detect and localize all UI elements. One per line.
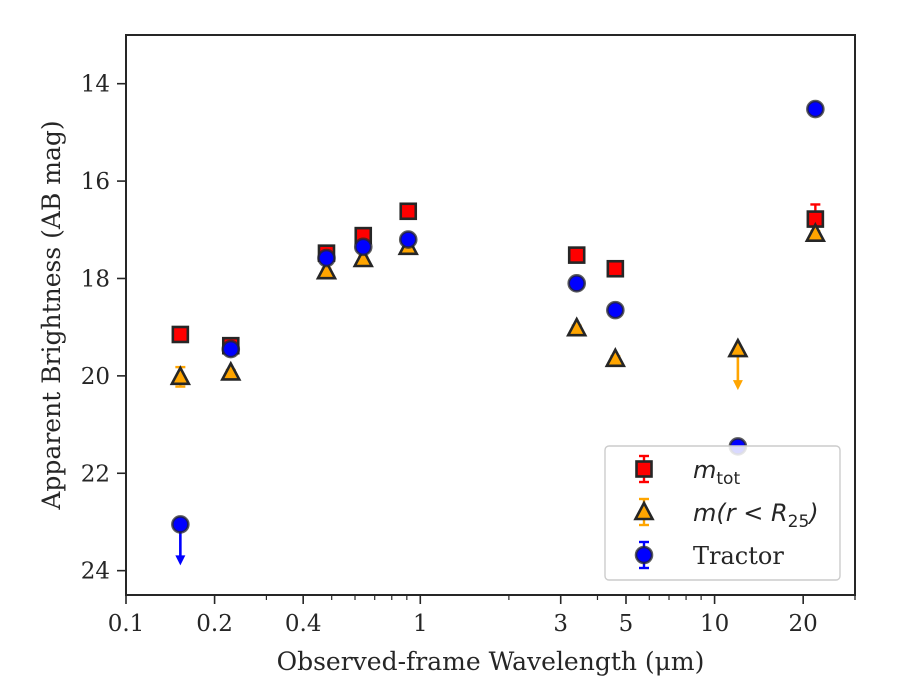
data-point-triangle xyxy=(169,365,192,388)
data-point-triangle xyxy=(352,247,374,268)
legend-label: Tractor xyxy=(693,542,784,570)
data-point-square xyxy=(399,202,418,221)
plot-border xyxy=(125,34,856,596)
marker-triangle xyxy=(804,221,827,242)
y-tick-label: 24 xyxy=(81,559,110,585)
legend-label: m(r < R25) xyxy=(693,499,819,532)
x-tick-label: 20 xyxy=(789,611,818,637)
data-point-triangle xyxy=(315,259,338,280)
marker-triangle xyxy=(220,360,242,381)
series-square xyxy=(171,202,825,355)
marker-circle xyxy=(353,237,373,257)
x-tick-label: 1 xyxy=(413,611,428,637)
y-tick-label: 14 xyxy=(81,72,110,98)
y-tick-label: 16 xyxy=(81,169,110,195)
data-point-triangle xyxy=(566,316,588,337)
x-tick-label: 3 xyxy=(553,611,568,637)
marker-triangle xyxy=(566,316,588,337)
data-point-circle xyxy=(317,248,336,268)
data-marks xyxy=(169,99,827,566)
legend-entry: mtot xyxy=(635,454,740,489)
y-tick-label: 22 xyxy=(81,461,110,487)
data-point-triangle xyxy=(604,347,627,368)
x-tick-label: 10 xyxy=(700,611,729,637)
marker-circle xyxy=(171,515,190,534)
x-tick-label: 5 xyxy=(619,611,634,637)
marker-circle xyxy=(398,230,418,249)
data-point-circle xyxy=(353,237,373,257)
x-tick-label: 0.1 xyxy=(108,611,145,637)
marker-triangle xyxy=(604,347,627,368)
upper-limit-arrowhead xyxy=(732,380,743,391)
y-axis-label: Apparent Brightness (AB mag) xyxy=(37,120,66,510)
marker-triangle xyxy=(727,337,749,358)
x-axis-label: Observed-frame Wavelength (μm) xyxy=(277,647,705,676)
marker-square xyxy=(567,246,586,264)
marker-triangle xyxy=(315,259,338,280)
marker-triangle xyxy=(352,247,374,268)
x-axis: 0.1 0.2 0.4 1 3 5 10 20 xyxy=(108,595,856,637)
legend-marker-square xyxy=(635,460,653,478)
legend: mtot m(r < R25) Tractor xyxy=(604,445,841,581)
marker-circle xyxy=(567,274,587,293)
data-point-square xyxy=(606,259,625,278)
marker-circle xyxy=(317,248,336,268)
marker-square xyxy=(606,259,625,278)
data-point-square xyxy=(171,325,190,344)
data-point-circle xyxy=(221,339,241,359)
legend-entry: Tractor xyxy=(634,540,784,570)
data-point-square xyxy=(567,246,586,264)
data-point-circle xyxy=(567,274,587,293)
data-point-circle xyxy=(171,515,190,566)
legend-marker-triangle xyxy=(633,500,655,521)
marker-circle xyxy=(221,339,241,359)
marker-triangle xyxy=(169,365,192,386)
data-point-circle xyxy=(398,230,418,249)
series-circle xyxy=(171,99,825,566)
marker-circle xyxy=(606,300,625,320)
legend-marker-circle xyxy=(634,545,654,565)
data-point-circle xyxy=(606,300,625,320)
x-tick-label: 0.2 xyxy=(196,611,233,637)
legend-entry: m(r < R25) xyxy=(633,497,819,532)
data-point-circle xyxy=(806,99,825,119)
data-point-triangle xyxy=(804,221,827,242)
legend-label: mtot xyxy=(693,456,740,489)
plot-frame xyxy=(125,34,856,596)
y-tick-label: 20 xyxy=(81,364,110,390)
series-triangle xyxy=(169,221,827,391)
data-point-triangle xyxy=(727,337,749,391)
x-tick-label: 0.4 xyxy=(285,611,322,637)
data-point-triangle xyxy=(220,360,242,381)
marker-square xyxy=(171,325,190,344)
y-axis: 14 16 18 20 22 24 xyxy=(81,72,126,585)
y-tick-label: 18 xyxy=(81,266,110,292)
legend-box xyxy=(604,445,841,581)
marker-square xyxy=(399,202,418,221)
upper-limit-arrowhead xyxy=(175,555,186,566)
marker-circle xyxy=(806,99,825,119)
